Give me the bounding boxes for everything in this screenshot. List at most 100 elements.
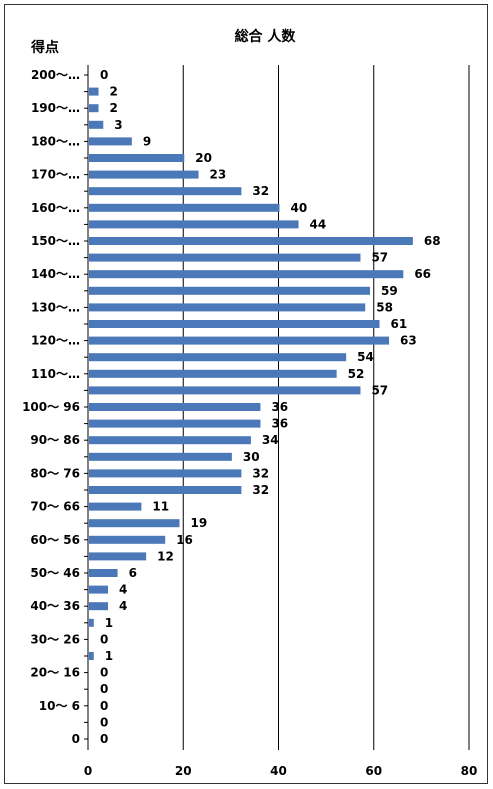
y-tick-label-36: 20〜 16 [30,666,80,680]
bar-7 [89,187,242,196]
value-label-9: 44 [310,217,327,231]
x-tick-label-2: 40 [270,764,287,778]
y-tick-label-14: 130〜… [31,300,80,314]
y-tick-label-38: 10〜 6 [39,699,80,713]
value-label-10: 68 [424,234,441,248]
bar-16 [89,336,390,345]
value-label-32: 4 [119,599,127,613]
bar-33 [89,618,94,627]
value-label-39: 0 [100,715,108,729]
bar-25 [89,486,242,494]
bar-8 [89,203,280,212]
y-tick-label-24: 80〜 76 [30,466,80,480]
value-label-33: 1 [105,616,113,630]
value-label-24: 32 [252,466,269,480]
y-tick-label-40: 0 [72,732,80,746]
y-tick-label-4: 180〜… [31,134,80,148]
bar-27 [89,519,180,528]
value-label-17: 54 [357,350,374,364]
value-label-23: 30 [243,450,260,464]
value-label-38: 0 [100,699,108,713]
y-tick-label-2: 190〜… [31,101,80,115]
value-label-6: 23 [210,168,227,182]
value-label-34: 0 [100,632,108,646]
x-tick-label-3: 60 [365,764,382,778]
y-tick-label-18: 110〜… [31,367,80,381]
y-tick-label-34: 30〜 26 [30,632,80,646]
bar-18 [89,369,337,378]
x-tick-label-4: 80 [461,764,478,778]
value-label-2: 2 [110,101,118,115]
bar-31 [89,585,109,594]
bar-9 [89,220,299,229]
value-label-35: 1 [105,649,113,663]
value-label-3: 3 [114,118,122,132]
bar-19 [89,386,361,395]
value-label-40: 0 [100,732,108,746]
y-axis-title: 得点 [30,39,59,56]
y-tick-label-16: 120〜… [31,334,80,348]
bar-26 [89,502,142,511]
bar-12 [89,270,404,279]
chart-frame: 総合 人数 得点 0 2 2 3 9 20 23 32 40 44 68 57 66 59 58 61 63 54… [4,4,488,784]
y-tick-label-10: 150〜… [31,234,80,248]
bar-35 [89,652,94,660]
value-label-13: 59 [381,284,398,298]
bar-24 [89,469,242,478]
y-tick-label-0: 200〜… [31,68,80,82]
value-label-12: 66 [414,267,431,281]
bar-22 [89,436,251,445]
value-label-1: 2 [110,85,118,99]
value-label-21: 36 [271,417,288,431]
value-label-16: 63 [400,334,417,348]
bar-32 [89,602,109,611]
bar-30 [89,569,118,577]
bar-6 [89,170,199,179]
y-tick-label-26: 70〜 66 [30,500,80,514]
value-label-11: 57 [371,251,388,265]
value-label-5: 20 [195,151,212,165]
value-label-31: 4 [119,583,127,597]
y-tick-label-8: 160〜… [31,201,80,215]
bar-3 [89,120,104,129]
bar-21 [89,419,261,428]
value-label-36: 0 [100,666,108,680]
value-label-37: 0 [100,682,108,696]
y-tick-label-12: 140〜… [31,267,80,281]
y-tick-label-28: 60〜 56 [30,533,80,547]
x-tick-label-1: 20 [175,764,192,778]
y-tick-label-22: 90〜 86 [30,433,80,447]
value-label-8: 40 [291,201,308,215]
bar-20 [89,403,261,411]
bar-5 [89,154,185,162]
value-label-7: 32 [252,184,269,198]
value-label-25: 32 [252,483,269,497]
x-tick-layer: 0 20 40 60 80 [84,764,478,778]
y-tick-label-6: 170〜… [31,168,80,182]
bar-15 [89,320,380,328]
bar-2 [89,104,99,113]
bar-layer [89,87,413,660]
y-tick-label-20: 100〜 96 [22,400,80,414]
bar-11 [89,253,361,262]
bar-13 [89,286,370,295]
value-label-15: 61 [391,317,408,331]
chart-svg: 総合 人数 得点 0223920233240446857665958616354… [22,28,478,778]
value-label-layer: 0223920233240446857665958616354525736363… [100,68,441,746]
value-label-4: 9 [143,134,151,148]
bar-23 [89,452,232,461]
bar-1 [89,87,99,96]
bar-4 [89,137,132,146]
bar-10 [89,237,413,245]
y-tick-label-30: 50〜 46 [30,566,80,580]
value-label-18: 52 [348,367,365,381]
chart-title: 総合 人数 [235,28,297,45]
bar-17 [89,353,347,362]
value-label-28: 16 [176,533,193,547]
value-label-26: 11 [152,500,169,514]
value-label-29: 12 [157,549,174,563]
x-tick-label-0: 0 [84,764,92,778]
value-label-14: 58 [376,300,393,314]
y-tick-label-32: 40〜 36 [30,599,80,613]
value-label-30: 6 [129,566,137,580]
